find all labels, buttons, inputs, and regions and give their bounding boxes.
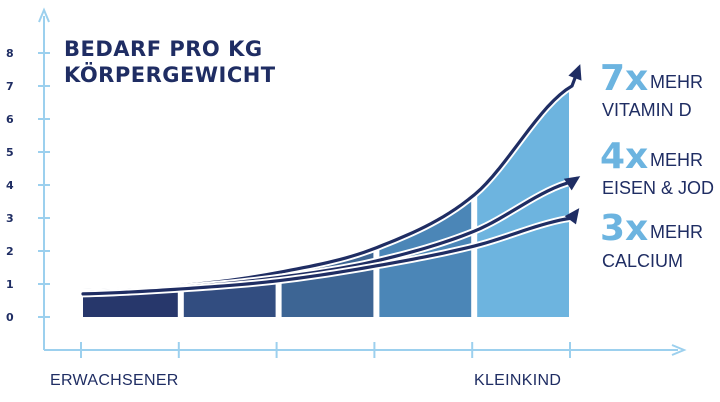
y-tick-label: 4 xyxy=(6,179,14,192)
series-arrowhead xyxy=(563,176,581,191)
annotation-calcium-name: CALCIUM xyxy=(602,251,683,271)
y-axis-arrowhead xyxy=(38,7,50,23)
annotation-eisen-jod-multiplier: 4x xyxy=(600,136,648,177)
area-segment xyxy=(281,247,374,317)
x-label-kleinkind: KLEINKIND xyxy=(474,372,561,389)
annotation-vitamin-d-word: MEHR xyxy=(650,72,703,92)
chart-title-line-2: KÖRPERGEWICHT xyxy=(64,62,276,87)
annotation-eisen-jod-name: EISEN & JOD xyxy=(602,178,714,198)
annotation-eisen-jod-word: MEHR xyxy=(650,150,703,170)
annotation-calcium-word: MEHR xyxy=(650,222,703,242)
series-curve xyxy=(81,209,579,296)
labels: BEDARF PRO KG KÖRPERGEWICHT ERWACHSENER … xyxy=(50,37,714,389)
y-tick-label: 6 xyxy=(6,113,14,126)
area-segments xyxy=(83,86,569,317)
y-tick-label: 1 xyxy=(6,278,14,291)
annotation-vitamin-d-name: VITAMIN D xyxy=(602,100,692,120)
y-tick-label: 0 xyxy=(6,311,14,324)
x-axis-arrowhead xyxy=(671,344,687,356)
y-tick-label: 7 xyxy=(6,80,14,93)
annotation-calcium-multiplier: 3x xyxy=(600,208,648,249)
y-tick-label: 3 xyxy=(6,212,14,225)
axes: 0 1 2 3 4 5 6 7 8 xyxy=(6,7,687,358)
series-curves xyxy=(79,64,583,298)
y-tick-label: 5 xyxy=(6,146,14,159)
chart-title-line-1: BEDARF PRO KG xyxy=(64,37,263,61)
y-tick-label: 2 xyxy=(6,245,14,258)
series-arrowhead xyxy=(564,208,580,225)
annotation-vitamin-d-multiplier: 7x xyxy=(600,58,648,99)
x-label-erwachsener: ERWACHSENER xyxy=(50,372,179,389)
series-arrowhead xyxy=(568,64,582,81)
y-tick-label: 8 xyxy=(6,47,14,60)
